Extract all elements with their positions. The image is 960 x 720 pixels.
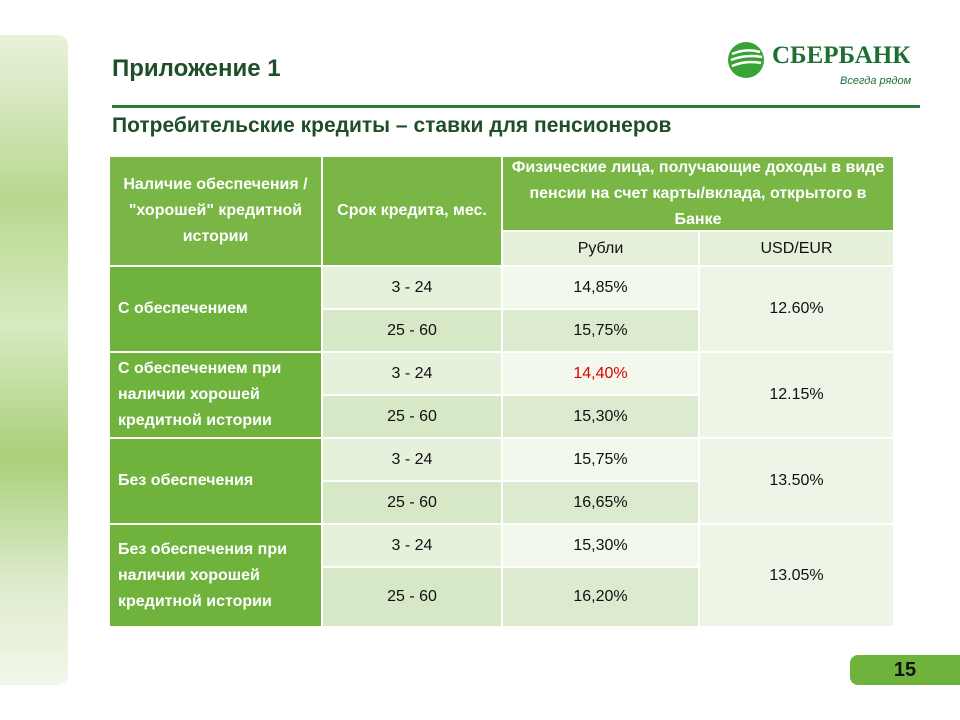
header-rub: Рубли	[503, 232, 698, 265]
usd-rate: 13.50%	[700, 439, 893, 523]
term: 25 - 60	[323, 310, 501, 351]
rub-rate: 16,65%	[503, 482, 698, 523]
term: 25 - 60	[323, 396, 501, 437]
rub-rate: 15,30%	[503, 396, 698, 437]
header-usd: USD/EUR	[700, 232, 893, 265]
header-term: Срок кредита, мес.	[323, 157, 501, 265]
group-label: С обеспечением	[110, 267, 321, 351]
term: 3 - 24	[323, 439, 501, 480]
usd-rate: 12.60%	[700, 267, 893, 351]
rub-rate: 14,40%	[503, 353, 698, 394]
page-number: 15	[850, 655, 960, 685]
subtitle: Потребительские кредиты – ставки для пен…	[112, 114, 672, 137]
group-label: С обеспечением при наличии хорошей креди…	[110, 353, 321, 437]
header-income: Физические лица, получающие доходы в вид…	[503, 157, 893, 230]
group-label: Без обеспечения	[110, 439, 321, 523]
usd-rate: 12.15%	[700, 353, 893, 437]
title: Приложение 1	[112, 55, 281, 82]
title-rule	[112, 105, 920, 108]
group-label: Без обеспечения при наличии хорошей кред…	[110, 525, 321, 626]
term: 3 - 24	[323, 525, 501, 566]
rub-rate: 14,85%	[503, 267, 698, 308]
term: 3 - 24	[323, 267, 501, 308]
term: 25 - 60	[323, 568, 501, 626]
rub-rate: 16,20%	[503, 568, 698, 626]
logo-name: СБЕРБАНК	[772, 42, 911, 69]
term: 3 - 24	[323, 353, 501, 394]
logo-slogan: Всегда рядом	[840, 75, 912, 87]
side-decoration	[0, 35, 68, 685]
rates-table: Наличие обеспечения / "хорошей" кредитно…	[110, 157, 895, 629]
logo-icon	[728, 42, 764, 78]
rub-rate: 15,75%	[503, 310, 698, 351]
rub-rate: 15,75%	[503, 439, 698, 480]
header-security: Наличие обеспечения / "хорошей" кредитно…	[110, 157, 321, 265]
term: 25 - 60	[323, 482, 501, 523]
usd-rate: 13.05%	[700, 525, 893, 626]
rub-rate: 15,30%	[503, 525, 698, 566]
